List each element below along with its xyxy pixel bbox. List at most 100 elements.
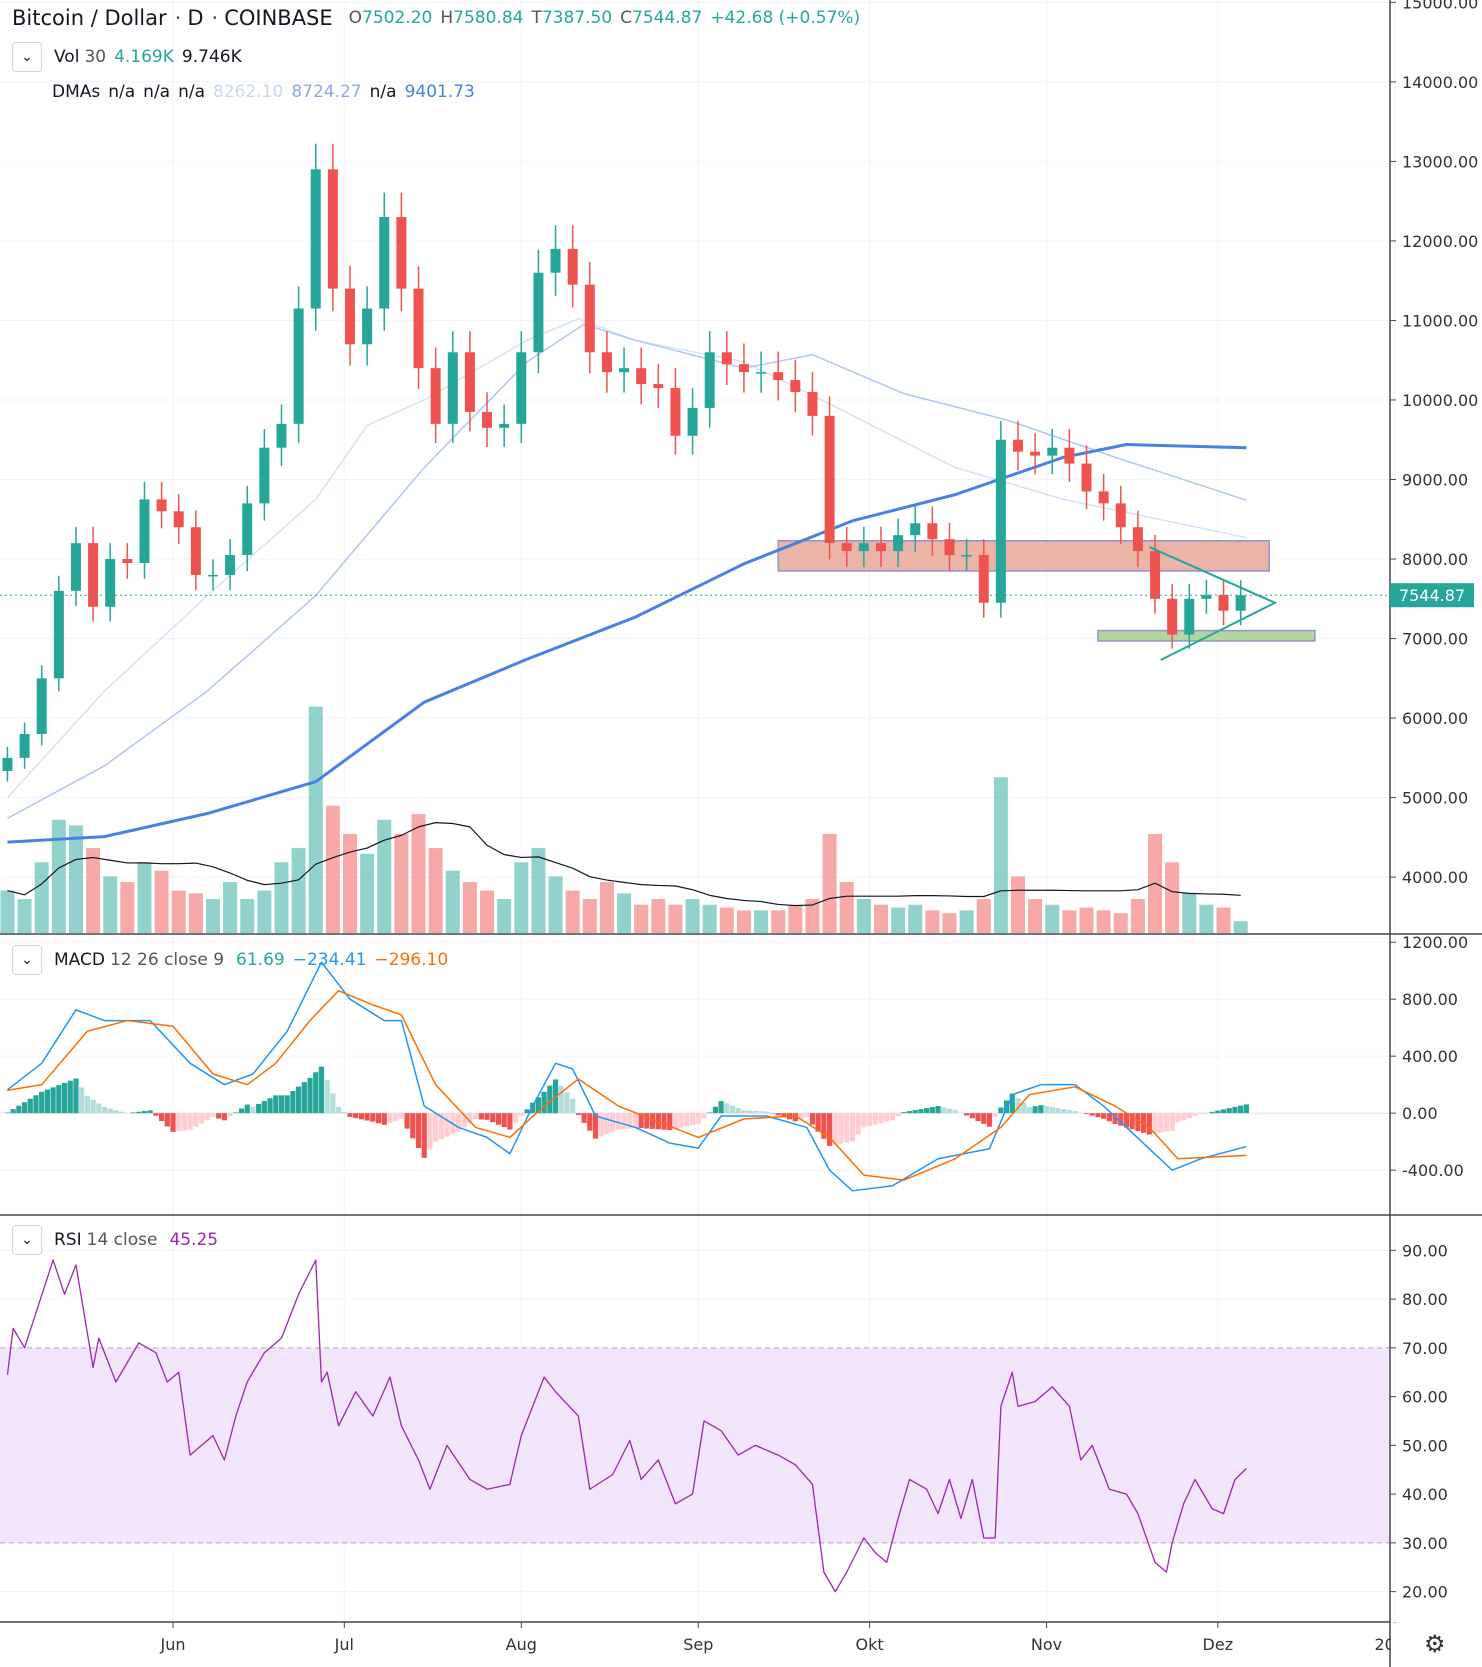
macd-histogram-bar xyxy=(741,1110,747,1114)
volume-bar xyxy=(480,890,495,933)
macd-histogram-bar xyxy=(935,1106,941,1114)
dma-name: DMAs xyxy=(52,82,101,102)
macd-name: MACD xyxy=(54,950,105,970)
volume-bar xyxy=(1045,904,1060,933)
macd-histogram-bar xyxy=(107,1108,113,1114)
macd-histogram-bar xyxy=(969,1113,975,1119)
chevron-down-icon[interactable]: ⌄ xyxy=(12,42,42,72)
candle-body xyxy=(687,407,698,436)
macd-histogram-bar xyxy=(1175,1113,1181,1123)
macd-histogram-bar xyxy=(884,1113,890,1122)
volume-bar xyxy=(976,899,991,933)
macd-histogram-bar xyxy=(4,1112,11,1114)
macd-histogram-bar xyxy=(821,1113,827,1139)
ohlc-high: H7580.84 xyxy=(440,8,524,28)
macd-histogram-bar xyxy=(1009,1093,1015,1114)
macd-histogram-bar xyxy=(1026,1107,1033,1114)
macd-histogram-bar xyxy=(1032,1106,1038,1114)
macd-histogram-bar xyxy=(712,1106,719,1114)
gear-icon[interactable]: ⚙ xyxy=(1424,1630,1446,1658)
candle-body xyxy=(259,447,270,504)
volume-bar xyxy=(51,819,66,933)
dma-value: n/a xyxy=(108,82,136,102)
macd-histogram-bar xyxy=(632,1113,639,1128)
candle-body xyxy=(550,248,561,273)
volume-bar xyxy=(1233,921,1248,933)
candle-body xyxy=(53,590,64,679)
candle-body xyxy=(1064,447,1075,464)
candle-body xyxy=(601,352,612,373)
macd-histogram-bar xyxy=(570,1098,576,1114)
dma-value: n/a xyxy=(143,82,171,102)
macd-histogram-bar xyxy=(1043,1106,1050,1114)
macd-histogram-bar xyxy=(79,1087,85,1114)
time-tick-label: Aug xyxy=(506,1635,537,1654)
macd-histogram-bar xyxy=(1089,1113,1095,1116)
macd-histogram-bar xyxy=(587,1113,593,1131)
macd-histogram-bar xyxy=(324,1080,330,1114)
macd-histogram-bar xyxy=(1038,1105,1044,1114)
volume-bar xyxy=(548,876,563,933)
current-price-badge xyxy=(1390,583,1474,608)
macd-histogram-bar xyxy=(815,1113,821,1132)
dma-value: 9401.73 xyxy=(404,82,475,102)
dma-value: n/a xyxy=(178,82,206,102)
macd-histogram-bar xyxy=(261,1101,267,1114)
candle-body xyxy=(362,308,373,345)
macd-histogram-bar xyxy=(153,1113,159,1116)
volume-bar xyxy=(257,890,272,933)
candle-body xyxy=(1081,463,1092,492)
macd-histogram-bar xyxy=(672,1113,679,1129)
candle-body xyxy=(756,372,767,374)
candle-body xyxy=(88,543,99,607)
macd-histogram-bar xyxy=(227,1113,233,1117)
macd-histogram-bar xyxy=(849,1113,856,1142)
interval[interactable]: D xyxy=(187,6,204,30)
chevron-down-icon[interactable]: ⌄ xyxy=(12,945,42,975)
macd-histogram-bar xyxy=(1238,1105,1244,1114)
macd-histogram-bar xyxy=(1021,1102,1027,1114)
macd-histogram-bar xyxy=(193,1113,199,1127)
volume-bar xyxy=(103,876,118,933)
candle-body xyxy=(978,555,989,603)
macd-histogram-bar xyxy=(501,1113,507,1128)
macd-histogram-bar xyxy=(1209,1111,1215,1114)
macd-histogram-bar xyxy=(267,1098,273,1114)
macd-histogram-bar xyxy=(535,1097,542,1114)
volume-bar xyxy=(1216,907,1231,933)
macd-histogram-bar xyxy=(998,1107,1004,1114)
macd-histogram-bar xyxy=(929,1107,935,1114)
volume-ma-value: 9.746K xyxy=(181,47,242,67)
candle-body xyxy=(1201,594,1212,599)
macd-histogram-bar xyxy=(1146,1113,1152,1135)
macd-histogram-bar xyxy=(735,1108,741,1114)
macd-histogram-bar xyxy=(44,1089,51,1114)
macd-histogram-bar xyxy=(364,1113,370,1121)
macd-histogram-bar xyxy=(375,1113,382,1124)
macd-histogram-bar xyxy=(233,1112,239,1114)
volume-bar xyxy=(411,814,426,933)
volume-bar xyxy=(651,899,666,933)
macd-histogram-bar xyxy=(889,1113,895,1121)
rsi-tick-label: 40.00 xyxy=(1402,1485,1448,1504)
macd-histogram-bar xyxy=(381,1113,387,1125)
macd-histogram-bar xyxy=(946,1108,953,1114)
macd-histogram-bar xyxy=(592,1113,599,1139)
macd-histogram-bar xyxy=(90,1099,96,1114)
symbol-name: Bitcoin / Dollar xyxy=(12,6,167,30)
macd-histogram-bar xyxy=(147,1110,153,1114)
candle-body xyxy=(841,543,852,552)
chevron-down-icon[interactable]: ⌄ xyxy=(12,1225,42,1255)
rsi-line xyxy=(6,1259,1247,1593)
volume-bar xyxy=(360,853,375,933)
candle-body xyxy=(1047,447,1058,456)
macd-histogram-bar xyxy=(21,1102,28,1114)
macd-histogram-bar xyxy=(1158,1113,1164,1133)
rsi-tick-label: 20.00 xyxy=(1402,1583,1448,1602)
rsi-band xyxy=(0,1347,1390,1543)
macd-histogram-bar xyxy=(878,1113,884,1124)
candle-body xyxy=(721,352,732,365)
macd-histogram-bar xyxy=(164,1113,170,1127)
macd-histogram-bar xyxy=(581,1113,587,1123)
